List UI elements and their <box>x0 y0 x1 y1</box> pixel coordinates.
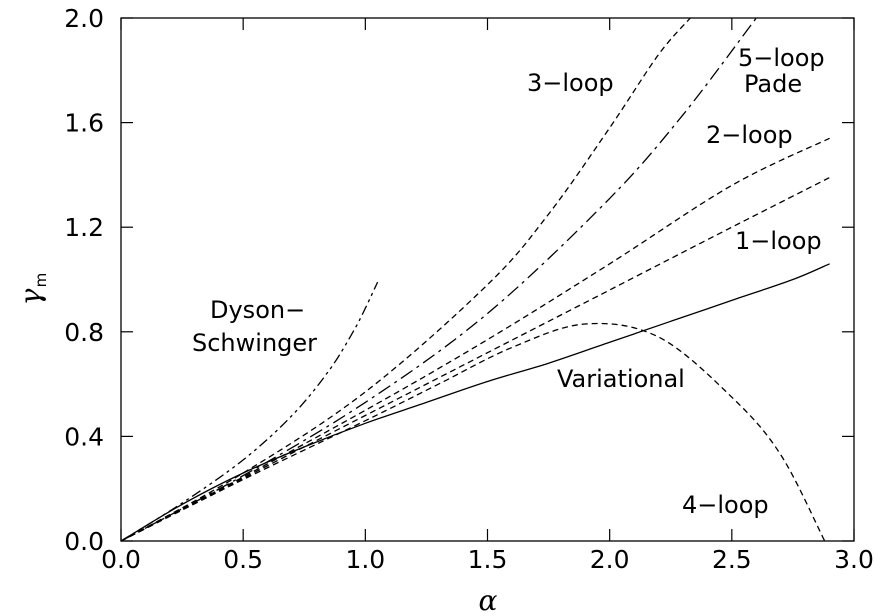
label-5-loop: 5−loop <box>738 44 825 72</box>
label-4-loop: 4−loop <box>682 491 769 519</box>
x-tick-label: 1.0 <box>345 545 385 574</box>
series-1-loop <box>120 176 830 542</box>
series-5-loop-pade <box>120 17 757 542</box>
label-schwinger: Schwinger <box>192 329 317 357</box>
label-3-loop: 3−loop <box>527 69 614 97</box>
y-tick-label: 1.6 <box>64 109 104 138</box>
label-1-loop: 1−loop <box>735 227 822 255</box>
series-4-loop <box>120 322 826 542</box>
label-2-loop: 2−loop <box>706 121 793 149</box>
y-tick-label: 2.0 <box>64 4 104 33</box>
label-variational: Variational <box>557 365 685 393</box>
x-tick-label: 2.5 <box>712 545 752 574</box>
y-tick-label: 0.4 <box>64 422 104 451</box>
y-tick-label: 0.0 <box>64 527 104 556</box>
label-dyson: Dyson− <box>210 296 305 324</box>
y-axis-label: γ m <box>14 273 50 306</box>
y-axis-label-main: γ <box>14 288 47 305</box>
x-tick-label: 3.0 <box>834 545 874 574</box>
label-pade: Pade <box>744 70 802 98</box>
y-tick-label: 1.2 <box>64 213 104 242</box>
series-3-loop <box>120 17 691 542</box>
curves <box>120 17 830 542</box>
x-tick-label: 0.5 <box>223 545 263 574</box>
x-tick-label: 1.5 <box>468 545 508 574</box>
x-axis-label: α <box>479 584 498 616</box>
series-dyson-schwinger <box>120 281 379 542</box>
y-axis-label-sub: m <box>32 273 50 288</box>
x-tick-label: 0.0 <box>101 545 141 574</box>
y-tick-label: 0.8 <box>64 318 104 347</box>
series-variational <box>120 263 830 542</box>
x-tick-label: 2.0 <box>590 545 630 574</box>
axis-ticks: 0.0 0.5 1.0 1.5 2.0 2.5 3.0 0.0 0.4 0.8 1.2 1.6 2.0 <box>64 4 874 574</box>
